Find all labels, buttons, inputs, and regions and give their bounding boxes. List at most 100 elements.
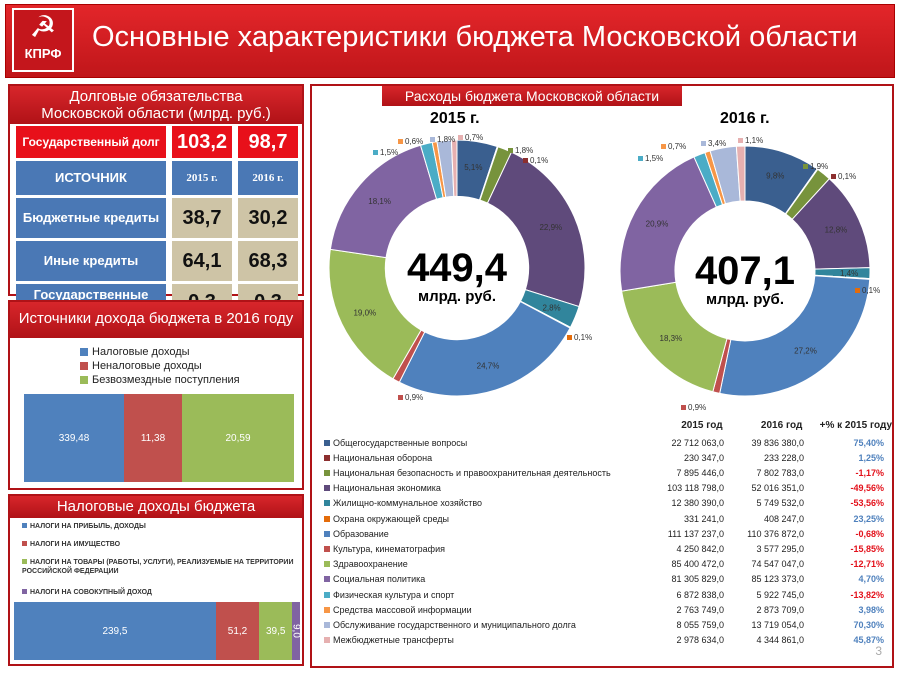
- value-2015: 331 241,0: [683, 513, 724, 524]
- debt-value-v2016: 98,7: [238, 126, 298, 158]
- pie-2015-center: 449,4 млрд. руб.: [397, 248, 517, 305]
- value-2015: 81 305 829,0: [671, 574, 724, 585]
- pie-2016-label: 0,1%: [862, 286, 880, 295]
- debt-panel: Долговые обязательства Московской области…: [8, 84, 304, 320]
- row-name-cell: Социальная политика: [324, 574, 644, 584]
- pie-2016-label-swatch: [681, 405, 686, 410]
- legend-label: НАЛОГИ НА ТОВАРЫ (РАБОТЫ, УСЛУГИ), РЕАЛИ…: [22, 559, 294, 575]
- debt-row-label: Иные кредиты: [16, 241, 166, 281]
- pct-change: 23,25%: [853, 513, 884, 524]
- logo-text: КПРФ: [24, 46, 62, 61]
- value-2015: 111 137 237,0: [667, 528, 724, 539]
- pie-2015-label: 5,1%: [464, 163, 482, 172]
- legend-swatch: [80, 348, 88, 356]
- pie-2015-title: 2015 г.: [430, 110, 480, 127]
- pie-2015-label-swatch: [398, 139, 403, 144]
- pie-2016-label-swatch: [661, 144, 666, 149]
- expenses-panel: Расходы бюджета Московской области 2015 …: [310, 84, 894, 668]
- pct-change: -49,56%: [850, 483, 884, 494]
- value-2016: 85 123 373,0: [751, 574, 804, 585]
- pie-2015-label: 19,0%: [353, 309, 376, 318]
- legend-label: НАЛОГИ НА ПРИБЫЛЬ, ДОХОДЫ: [30, 523, 146, 530]
- pie-2015-label-swatch: [398, 395, 403, 400]
- pie-2016-label-swatch: [701, 141, 706, 146]
- value-2016: 2 873 709,0: [756, 604, 804, 615]
- pie-2015-label-swatch: [373, 150, 378, 155]
- pie-2016-title: 2016 г.: [720, 110, 770, 127]
- row-name: Национальная безопасность и правоохранит…: [333, 467, 611, 478]
- tax-bar-segment: 51,2: [215, 602, 260, 660]
- pie-2016-label: 27,2%: [794, 347, 817, 356]
- legend-swatch: [22, 589, 27, 594]
- value-2015: 85 400 472,0: [671, 559, 724, 570]
- pie-2016-label: 0,9%: [688, 403, 706, 412]
- row-name: Общегосударственные вопросы: [333, 437, 468, 448]
- pie-2016-label-swatch: [738, 138, 743, 143]
- pie-2015-label: 0,7%: [465, 133, 483, 142]
- debt-value-v2015: 2015 г.: [172, 161, 232, 195]
- tax-legend-item: НАЛОГИ НА ИМУЩЕСТВО: [22, 540, 298, 549]
- table-row: Жилищно-коммунальное хозяйство 12 380 390…: [324, 496, 892, 511]
- pie-2015-label: 18,1%: [368, 197, 391, 206]
- pie-2016-label: 1,9%: [810, 162, 828, 171]
- pie-2016-label: 1,1%: [745, 136, 763, 145]
- pie-2016-center: 407,1 млрд. руб.: [685, 251, 805, 308]
- col-pct: +% к 2015 году: [819, 420, 892, 431]
- row-name: Обслуживание государственного и муниципа…: [333, 619, 576, 630]
- row-name-cell: Жилищно-коммунальное хозяйство: [324, 498, 644, 508]
- value-2016: 233 228,0: [763, 452, 804, 463]
- pie-2015-label: 22,9%: [539, 223, 562, 232]
- row-name: Национальная экономика: [333, 483, 441, 494]
- row-name-cell: Межбюджетные трансферты: [324, 635, 644, 645]
- pie-2016-label-swatch: [855, 288, 860, 293]
- table-row: Средства массовой информации 2 763 749,0 2…: [324, 602, 892, 617]
- row-name: Охрана окружающей среды: [333, 513, 449, 524]
- legend-swatch: [324, 530, 330, 537]
- income-legend-item: Неналоговые доходы: [80, 360, 202, 372]
- value-2015: 7 895 446,0: [676, 467, 724, 478]
- value-2016: 5 922 745,0: [756, 589, 804, 600]
- legend-label: Неналоговые доходы: [92, 360, 202, 372]
- legend-swatch: [22, 559, 27, 564]
- pie-2016-label-swatch: [831, 174, 836, 179]
- debt-row-label: ИСТОЧНИК: [16, 161, 166, 195]
- row-name: Межбюджетные трансферты: [333, 635, 454, 646]
- legend-swatch: [324, 485, 330, 492]
- table-row: Национальная оборона 230 347,0 233 228,0 1,…: [324, 450, 892, 465]
- legend-swatch: [324, 606, 330, 613]
- legend-swatch: [324, 637, 330, 644]
- debt-value-v2015: 38,7: [172, 198, 232, 238]
- pie-2015-label: 0,1%: [574, 333, 592, 342]
- page-number: 3: [875, 644, 882, 658]
- row-name-cell: Физическая культура и спорт: [324, 590, 644, 600]
- tax-legend-item: НАЛОГИ НА ТОВАРЫ (РАБОТЫ, УСЛУГИ), РЕАЛИ…: [22, 558, 298, 576]
- value-2016: 39 836 380,0: [751, 437, 804, 448]
- table-row: Культура, кинематография 4 250 842,0 3 577…: [324, 541, 892, 556]
- row-name-cell: Охрана окружающей среды: [324, 514, 644, 524]
- row-name: Физическая культура и спорт: [333, 589, 455, 600]
- table-header: 2015 год 2016 год +% к 2015 году: [324, 418, 892, 433]
- debt-value-v2016: 2016 г.: [238, 161, 298, 195]
- pie-2016-label: 1,5%: [645, 154, 663, 163]
- legend-swatch: [324, 454, 330, 461]
- income-bar-segment: 339,48: [24, 394, 124, 482]
- pct-change: -13,82%: [850, 589, 884, 600]
- page-title: Основные характеристики бюджета Московск…: [92, 21, 858, 53]
- table-row: Охрана окружающей среды 331 241,0 408 247,…: [324, 511, 892, 526]
- value-2015: 4 250 842,0: [676, 543, 724, 554]
- pie-2015-label-swatch: [430, 137, 435, 142]
- total-2016: 407,1: [694, 249, 796, 293]
- table-row: Здравоохранение 85 400 472,0 74 547 047,0 -…: [324, 557, 892, 572]
- row-name: Национальная оборона: [333, 452, 433, 463]
- pie-2015-label: 1,5%: [380, 148, 398, 157]
- table-row: Социальная политика 81 305 829,0 85 123 37…: [324, 572, 892, 587]
- pct-change: -53,56%: [850, 498, 884, 509]
- pct-change: -1,17%: [855, 467, 884, 478]
- pct-change: 70,30%: [853, 619, 884, 630]
- pct-change: 4,70%: [858, 574, 884, 585]
- pct-change: 45,87%: [853, 635, 884, 646]
- expenses-title: Расходы бюджета Московской области: [382, 86, 682, 106]
- table-row: Национальная экономика 103 118 798,0 52 01…: [324, 481, 892, 496]
- value-2015: 12 380 390,0: [671, 498, 724, 509]
- value-2016: 13 719 054,0: [751, 619, 804, 630]
